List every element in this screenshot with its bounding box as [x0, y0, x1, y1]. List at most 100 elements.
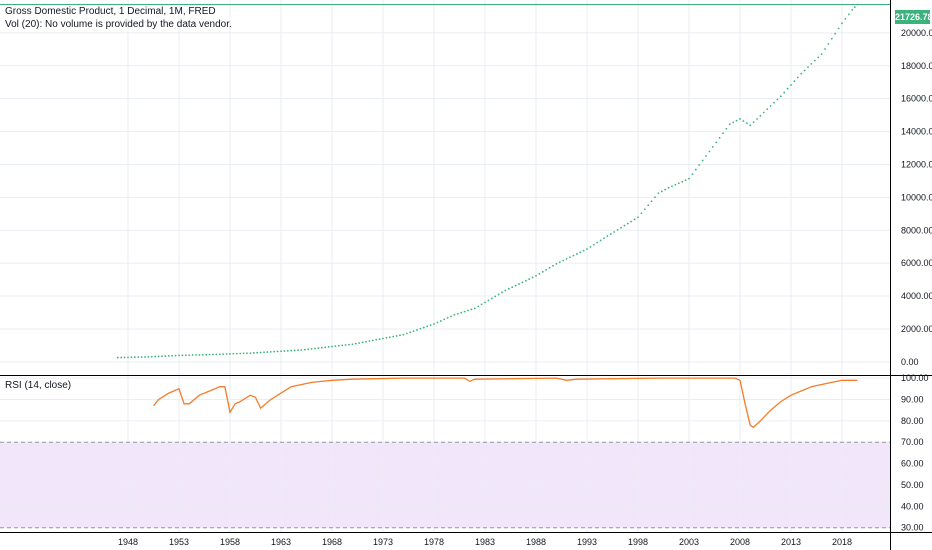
gdp-point — [235, 352, 238, 355]
gdp-point — [239, 352, 242, 355]
gdp-point — [154, 355, 157, 358]
gdp-point — [609, 233, 612, 235]
gdp-point — [477, 305, 480, 308]
gdp-point — [558, 261, 561, 264]
gdp-point — [198, 353, 201, 356]
gdp-point — [208, 353, 211, 356]
gdp-point — [856, 3, 859, 6]
rsi-tick-label: 70.00 — [901, 437, 924, 447]
gdp-point — [715, 141, 718, 144]
gdp-point — [796, 76, 799, 79]
gdp-point — [674, 183, 677, 186]
gdp-point — [535, 274, 537, 277]
gdp-point — [793, 80, 796, 83]
x-tick-label: 1963 — [271, 537, 291, 547]
gdp-point — [334, 345, 337, 348]
gdp-point — [586, 248, 588, 250]
gdp-point — [545, 268, 548, 271]
gdp-point — [487, 299, 490, 302]
gdp-point — [399, 334, 401, 337]
gdp-point — [409, 331, 412, 334]
gdp-point — [303, 348, 306, 351]
gdp-point — [654, 196, 656, 199]
gdp-point — [555, 262, 558, 265]
x-tick-label: 1973 — [373, 537, 393, 547]
chart-title[interactable]: Gross Domestic Product, 1 Decimal, 1M, F… — [5, 6, 216, 17]
gdp-point — [259, 351, 262, 354]
gdp-point — [331, 345, 333, 348]
x-tick-label: 1953 — [169, 537, 189, 547]
gdp-point — [528, 278, 531, 280]
time-axis[interactable]: 1948 1953 1958 1963 1968 1973 1978 1983 1988 1993… — [118, 537, 852, 547]
gdp-point — [790, 84, 792, 86]
gdp-point — [521, 281, 524, 284]
gdp-point — [361, 341, 364, 344]
gdp-point — [841, 22, 843, 25]
y-tick-label: 0.00 — [901, 357, 919, 367]
gdp-point — [269, 350, 272, 353]
gdp-point — [616, 228, 619, 231]
gdp-point — [375, 338, 378, 341]
gdp-point — [337, 344, 340, 347]
gdp-point — [501, 291, 503, 294]
gdp-point — [657, 192, 660, 195]
gdp-point — [467, 309, 469, 312]
rsi-label[interactable]: RSI (14, close) — [5, 380, 72, 391]
y-tick-label: 12000.00 — [901, 159, 932, 169]
rsi-tick-label: 50.00 — [901, 480, 924, 490]
y-tick-label: 18000.00 — [901, 61, 932, 71]
gdp-point — [191, 354, 194, 356]
gdp-point — [572, 254, 575, 257]
gdp-point — [184, 354, 187, 357]
gdp-point — [246, 352, 248, 355]
gdp-point — [562, 259, 565, 262]
gdp-point — [671, 185, 673, 188]
gdp-point — [157, 355, 160, 358]
gdp-point — [300, 349, 303, 351]
gdp-point — [817, 56, 820, 59]
gdp-point — [762, 111, 765, 114]
gdp-point — [681, 180, 684, 183]
gdp-point — [307, 348, 310, 351]
gdp-point — [725, 127, 728, 130]
y-tick-label: 4000.00 — [901, 291, 932, 301]
gdp-point — [127, 356, 129, 359]
gdp-point — [388, 336, 391, 339]
x-tick-label: 1993 — [577, 537, 597, 547]
gdp-point — [171, 354, 174, 357]
gdp-point — [215, 353, 218, 356]
gdp-point — [201, 353, 204, 356]
gdp-point — [759, 114, 762, 117]
gdp-point — [626, 222, 629, 225]
gdp-point — [643, 208, 646, 211]
y-tick-label: 10000.00 — [901, 192, 932, 202]
rsi-band-lines — [0, 441, 890, 529]
gdp-point — [120, 356, 123, 359]
gdp-point — [637, 216, 639, 219]
gdp-point — [783, 91, 786, 94]
x-tick-label: 1998 — [628, 537, 648, 547]
x-tick-label: 1988 — [526, 537, 546, 547]
gdp-point — [691, 173, 694, 175]
gdp-point — [130, 356, 133, 359]
gdp-point — [429, 324, 432, 327]
y-tick-label: 16000.00 — [901, 94, 932, 104]
gdp-point — [684, 179, 687, 182]
gdp-point — [497, 293, 500, 296]
price-axis[interactable]: 0.00 2000.00 4000.00 6000.00 8000.00 10000.00… — [901, 28, 932, 367]
rsi-axis[interactable]: 30.00 40.00 50.00 60.00 70.00 80.00 90.00 100.0… — [901, 373, 929, 533]
x-tick-label: 2003 — [679, 537, 699, 547]
gdp-point — [745, 122, 748, 125]
gdp-point — [853, 6, 856, 9]
gdp-point — [667, 186, 670, 189]
gdp-point — [229, 352, 231, 355]
gdp-point — [419, 327, 422, 330]
y-tick-label: 2000.00 — [901, 324, 932, 334]
gdp-point — [514, 284, 517, 287]
gdp-point — [494, 295, 497, 298]
gdp-point — [412, 330, 415, 333]
gdp-point — [800, 72, 803, 75]
gdp-point — [256, 351, 259, 354]
gdp-point — [351, 343, 354, 346]
